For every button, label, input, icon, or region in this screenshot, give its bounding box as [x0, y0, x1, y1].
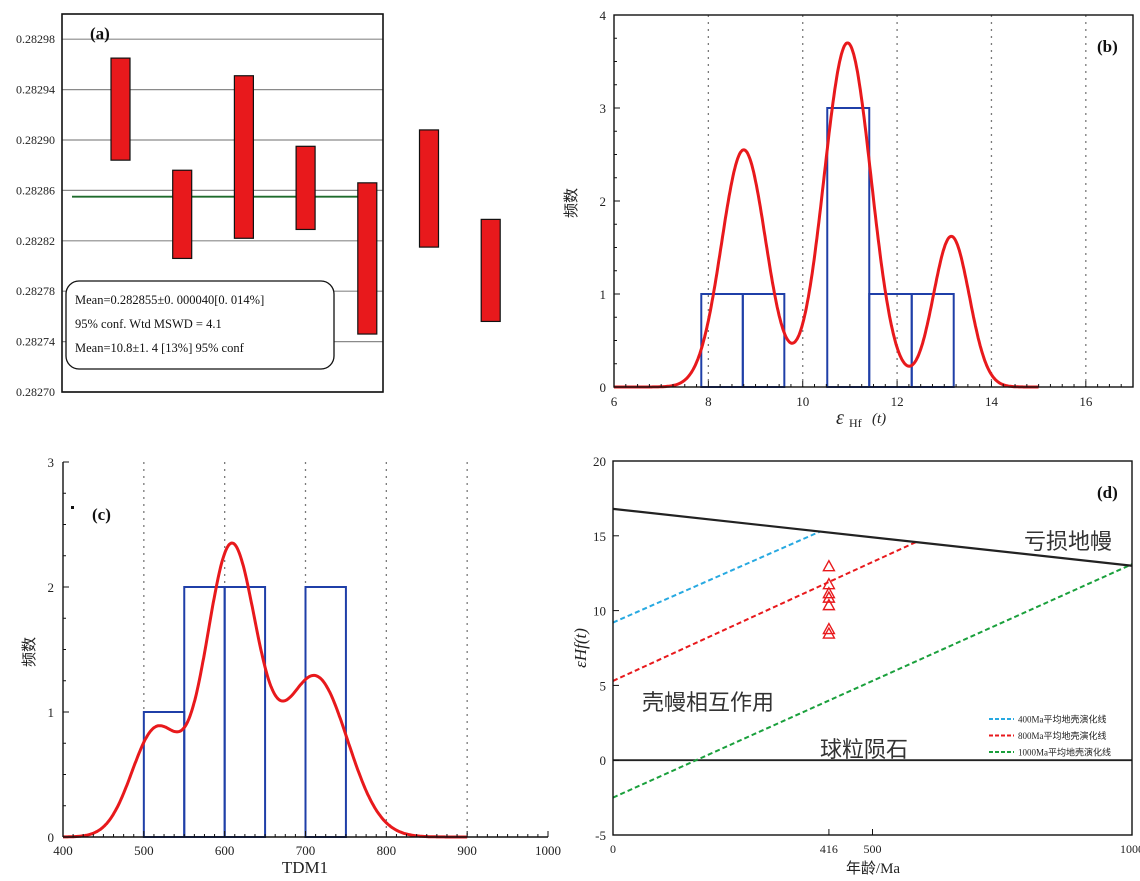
b-x-label-epsilon: ε — [836, 407, 844, 429]
d-data-point — [822, 590, 836, 603]
a-error-bar — [357, 182, 378, 335]
a-error-bar — [172, 169, 193, 260]
d-evolution-line-400 — [612, 530, 822, 624]
a-y-tick-label: 0.28278 — [16, 284, 55, 298]
d-data-point — [822, 586, 836, 599]
c-x-tick-label: 800 — [377, 843, 397, 858]
b-x-label-tail: (t) — [872, 411, 886, 427]
a-y-tick-label: 0.28294 — [16, 83, 55, 97]
b-x-tick-label: 16 — [1079, 394, 1093, 409]
d-y-tick-label: 0 — [600, 753, 607, 768]
d-evolution-line-1000 — [612, 563, 1133, 799]
b-y-tick-label: 0 — [600, 380, 607, 395]
d-panel-label: (d) — [1097, 483, 1118, 502]
c-dot-mark — [71, 506, 74, 509]
d-data-point — [822, 559, 836, 572]
d-y-tick-label: 10 — [593, 604, 606, 619]
a-y-tick-label: 0.28282 — [16, 234, 55, 248]
a-error-bar — [480, 218, 501, 323]
a-error-bar — [295, 145, 316, 231]
c-x-tick-label: 700 — [296, 843, 316, 858]
a-info-line-3: Mean=10.8±1. 4 [13%] 95% conf — [75, 341, 245, 355]
panel-a-weighted-mean-chart: 0.28270 0.28274 0.28278 0.28282 0.28286 0.282… — [16, 13, 501, 399]
a-info-box: Mean=0.282855±0. 000040[0. 014%] 95% con… — [65, 280, 335, 370]
d-chondrite-label: 球粒陨石 — [820, 737, 908, 762]
a-plot-frame — [61, 13, 384, 393]
b-y-tick-label: 2 — [600, 194, 607, 209]
a-info-line-1: Mean=0.282855±0. 000040[0. 014%] — [75, 293, 264, 307]
d-x-tick-label: 0 — [610, 842, 616, 856]
d-legend-label: 800Ma平均地壳演化线 — [1018, 730, 1107, 741]
b-x-label-sub: Hf — [849, 416, 862, 430]
c-x-tick-label: 500 — [134, 843, 154, 858]
d-data-point — [822, 626, 836, 639]
d-depleted-mantle-label: 亏损地幔 — [1024, 529, 1112, 554]
a-error-bar — [110, 57, 131, 161]
d-x-tick-label: 1000 — [1120, 842, 1140, 856]
a-y-tick-labels: 0.28270 0.28274 0.28278 0.28282 0.28286 0.282… — [16, 32, 55, 399]
panel-c-tdm1-histogram: 400 500 600 700 800 900 1000 0 1 2 3 (c) 频数 TDM1 — [21, 455, 561, 877]
d-y-tick-label: 15 — [593, 529, 606, 544]
b-x-tick-label: 12 — [891, 394, 904, 409]
c-x-tick-label: 1000 — [535, 843, 561, 858]
a-error-bar — [233, 75, 254, 239]
c-x-axis-label: TDM1 — [282, 858, 328, 877]
c-y-tick-label: 1 — [48, 705, 55, 720]
c-tick-marks: 400 500 600 700 800 900 1000 0 1 2 3 — [48, 455, 562, 858]
c-x-tick-label: 900 — [457, 843, 477, 858]
a-info-line-2: 95% conf. Wtd MSWD = 4.1 — [75, 317, 222, 331]
a-error-bars — [110, 57, 501, 335]
a-y-tick-label: 0.28286 — [16, 183, 55, 197]
c-probability-curve — [63, 541, 468, 839]
d-legend-label: 400Ma平均地壳演化线 — [1018, 714, 1107, 725]
a-error-bar — [418, 129, 440, 248]
a-info-box-frame — [65, 280, 335, 370]
d-x-tick-label: 500 — [864, 842, 882, 856]
b-x-tick-label: 6 — [611, 394, 618, 409]
d-data-points — [822, 559, 836, 639]
c-y-axis-label: 频数 — [21, 637, 38, 667]
d-depleted-mantle-line — [612, 507, 1133, 567]
d-data-point — [822, 598, 836, 611]
c-y-tick-label: 2 — [48, 580, 55, 595]
b-y-axis-label: 频数 — [563, 188, 580, 218]
c-x-tick-label: 400 — [53, 843, 73, 858]
d-legend: 400Ma平均地壳演化线 800Ma平均地壳演化线 1000Ma平均地壳演化线 — [989, 714, 1111, 758]
d-crust-mantle-label: 壳幔相互作用 — [642, 690, 774, 715]
a-y-tick-label: 0.28270 — [16, 385, 55, 399]
a-y-tick-label: 0.28290 — [16, 133, 55, 147]
a-y-tick-label: 0.28274 — [16, 335, 55, 349]
panel-d-ehf-vs-age: 0 416 500 1000 -5 0 5 10 15 20 (d) 亏损地幔 壳幔相互作用 球粒… — [571, 454, 1140, 877]
b-x-axis-label: ε Hf (t) — [836, 407, 886, 430]
c-y-tick-label: 0 — [48, 830, 55, 845]
d-data-point — [822, 622, 836, 635]
b-x-tick-label: 10 — [796, 394, 809, 409]
d-y-tick-label: 20 — [593, 454, 606, 469]
a-y-tick-label: 0.28298 — [16, 32, 55, 46]
d-tick-marks: 0 416 500 1000 -5 0 5 10 15 20 — [593, 454, 1140, 856]
d-y-axis-label: εHf(t) — [571, 628, 590, 668]
d-legend-label: 1000Ma平均地壳演化线 — [1018, 747, 1111, 758]
d-x-tick-label: 416 — [820, 842, 838, 856]
c-y-tick-label: 3 — [48, 455, 55, 470]
b-panel-label: (b) — [1097, 37, 1118, 56]
a-panel-label: (a) — [90, 24, 110, 43]
d-x-axis-label: 年龄/Ma — [846, 860, 901, 877]
b-probability-curve — [614, 41, 1039, 389]
d-y-tick-label: 5 — [600, 678, 607, 693]
b-x-tick-label: 8 — [705, 394, 712, 409]
b-y-tick-label: 3 — [600, 101, 607, 116]
d-reference-lines — [612, 507, 1133, 799]
b-y-tick-label: 4 — [600, 8, 607, 23]
c-panel-label: (c) — [92, 505, 111, 524]
d-y-tick-label: -5 — [595, 828, 606, 843]
c-x-tick-label: 600 — [215, 843, 235, 858]
b-y-tick-label: 1 — [600, 287, 607, 302]
b-x-tick-label: 14 — [985, 394, 999, 409]
